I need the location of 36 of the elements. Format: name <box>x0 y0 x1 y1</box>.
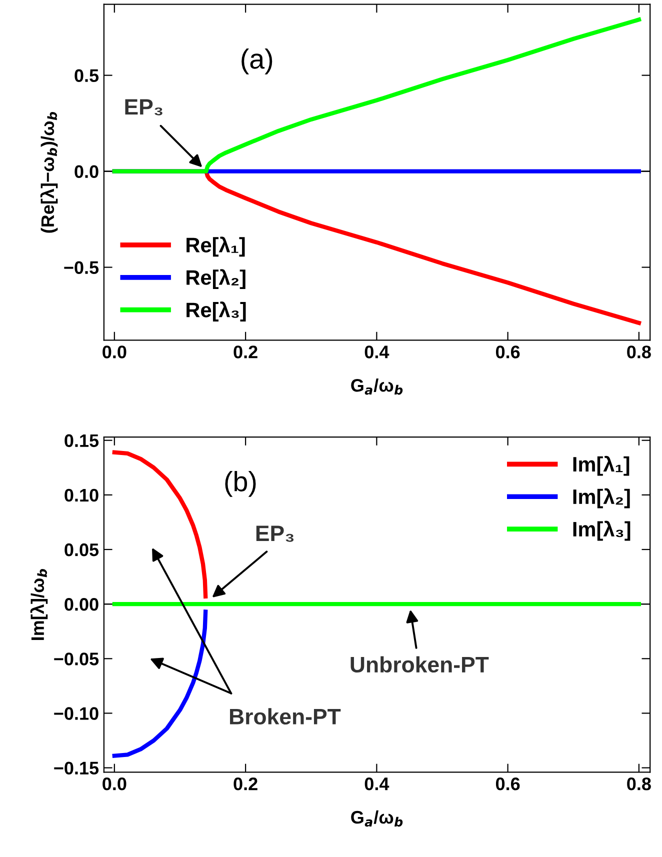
legend-label: Im[λ₃] <box>573 520 630 541</box>
annotation: Unbroken-PT <box>350 656 489 673</box>
x-tick-label: 0.6 <box>496 346 520 358</box>
x-tick-label: 0.4 <box>364 777 390 790</box>
y-tick-label: 0.05 <box>64 543 99 556</box>
y-tick-label: −0.05 <box>54 652 99 666</box>
legend-label: Re[λ₂] <box>186 269 246 290</box>
x-axis-title: G$_{a}$/ω$_{b}$ <box>351 810 403 827</box>
annotation: (a) <box>242 48 272 74</box>
legend-label: Im[λ₂] <box>573 488 630 508</box>
y-tick-label: 0.5 <box>74 69 99 82</box>
x-tick-label: 0.2 <box>234 346 258 358</box>
y-tick-label: 0.0 <box>74 165 98 178</box>
annotation: Broken-PT <box>230 708 341 725</box>
x-axis-title: G$_{a}$/ω$_{b}$ <box>351 378 403 395</box>
legend-label: Re[λ₁] <box>186 236 245 257</box>
y-tick-label: −0.5 <box>64 261 99 274</box>
x-tick-label: 0.8 <box>627 346 651 358</box>
legend-label: Re[λ₃] <box>186 302 246 322</box>
annotation: (b) <box>225 471 256 497</box>
y-tick-label: −0.10 <box>54 707 98 720</box>
annotation: EP₃ <box>125 99 162 116</box>
y-tick-label: 0.00 <box>64 598 98 611</box>
x-tick-label: 0.2 <box>234 777 258 790</box>
y-tick-label: 0.10 <box>64 488 98 502</box>
y-axis-title: Im[λ]/ω$_{b}$ <box>30 569 48 640</box>
legend-label: Im[λ₁] <box>573 456 630 476</box>
x-tick-label: 0.0 <box>102 346 126 358</box>
x-tick-label: 0.6 <box>496 777 520 790</box>
y-tick-label: 0.15 <box>64 434 99 448</box>
x-tick-label: 0.4 <box>364 346 390 358</box>
y-axis-title: (Re[λ]−ω$_{b}$)/ω$_{b}$ <box>40 112 58 233</box>
annotation: EP₃ <box>256 526 294 542</box>
x-tick-label: 0.8 <box>627 777 651 790</box>
x-tick-label: 0.0 <box>102 777 126 790</box>
y-tick-label: −0.15 <box>54 762 99 775</box>
